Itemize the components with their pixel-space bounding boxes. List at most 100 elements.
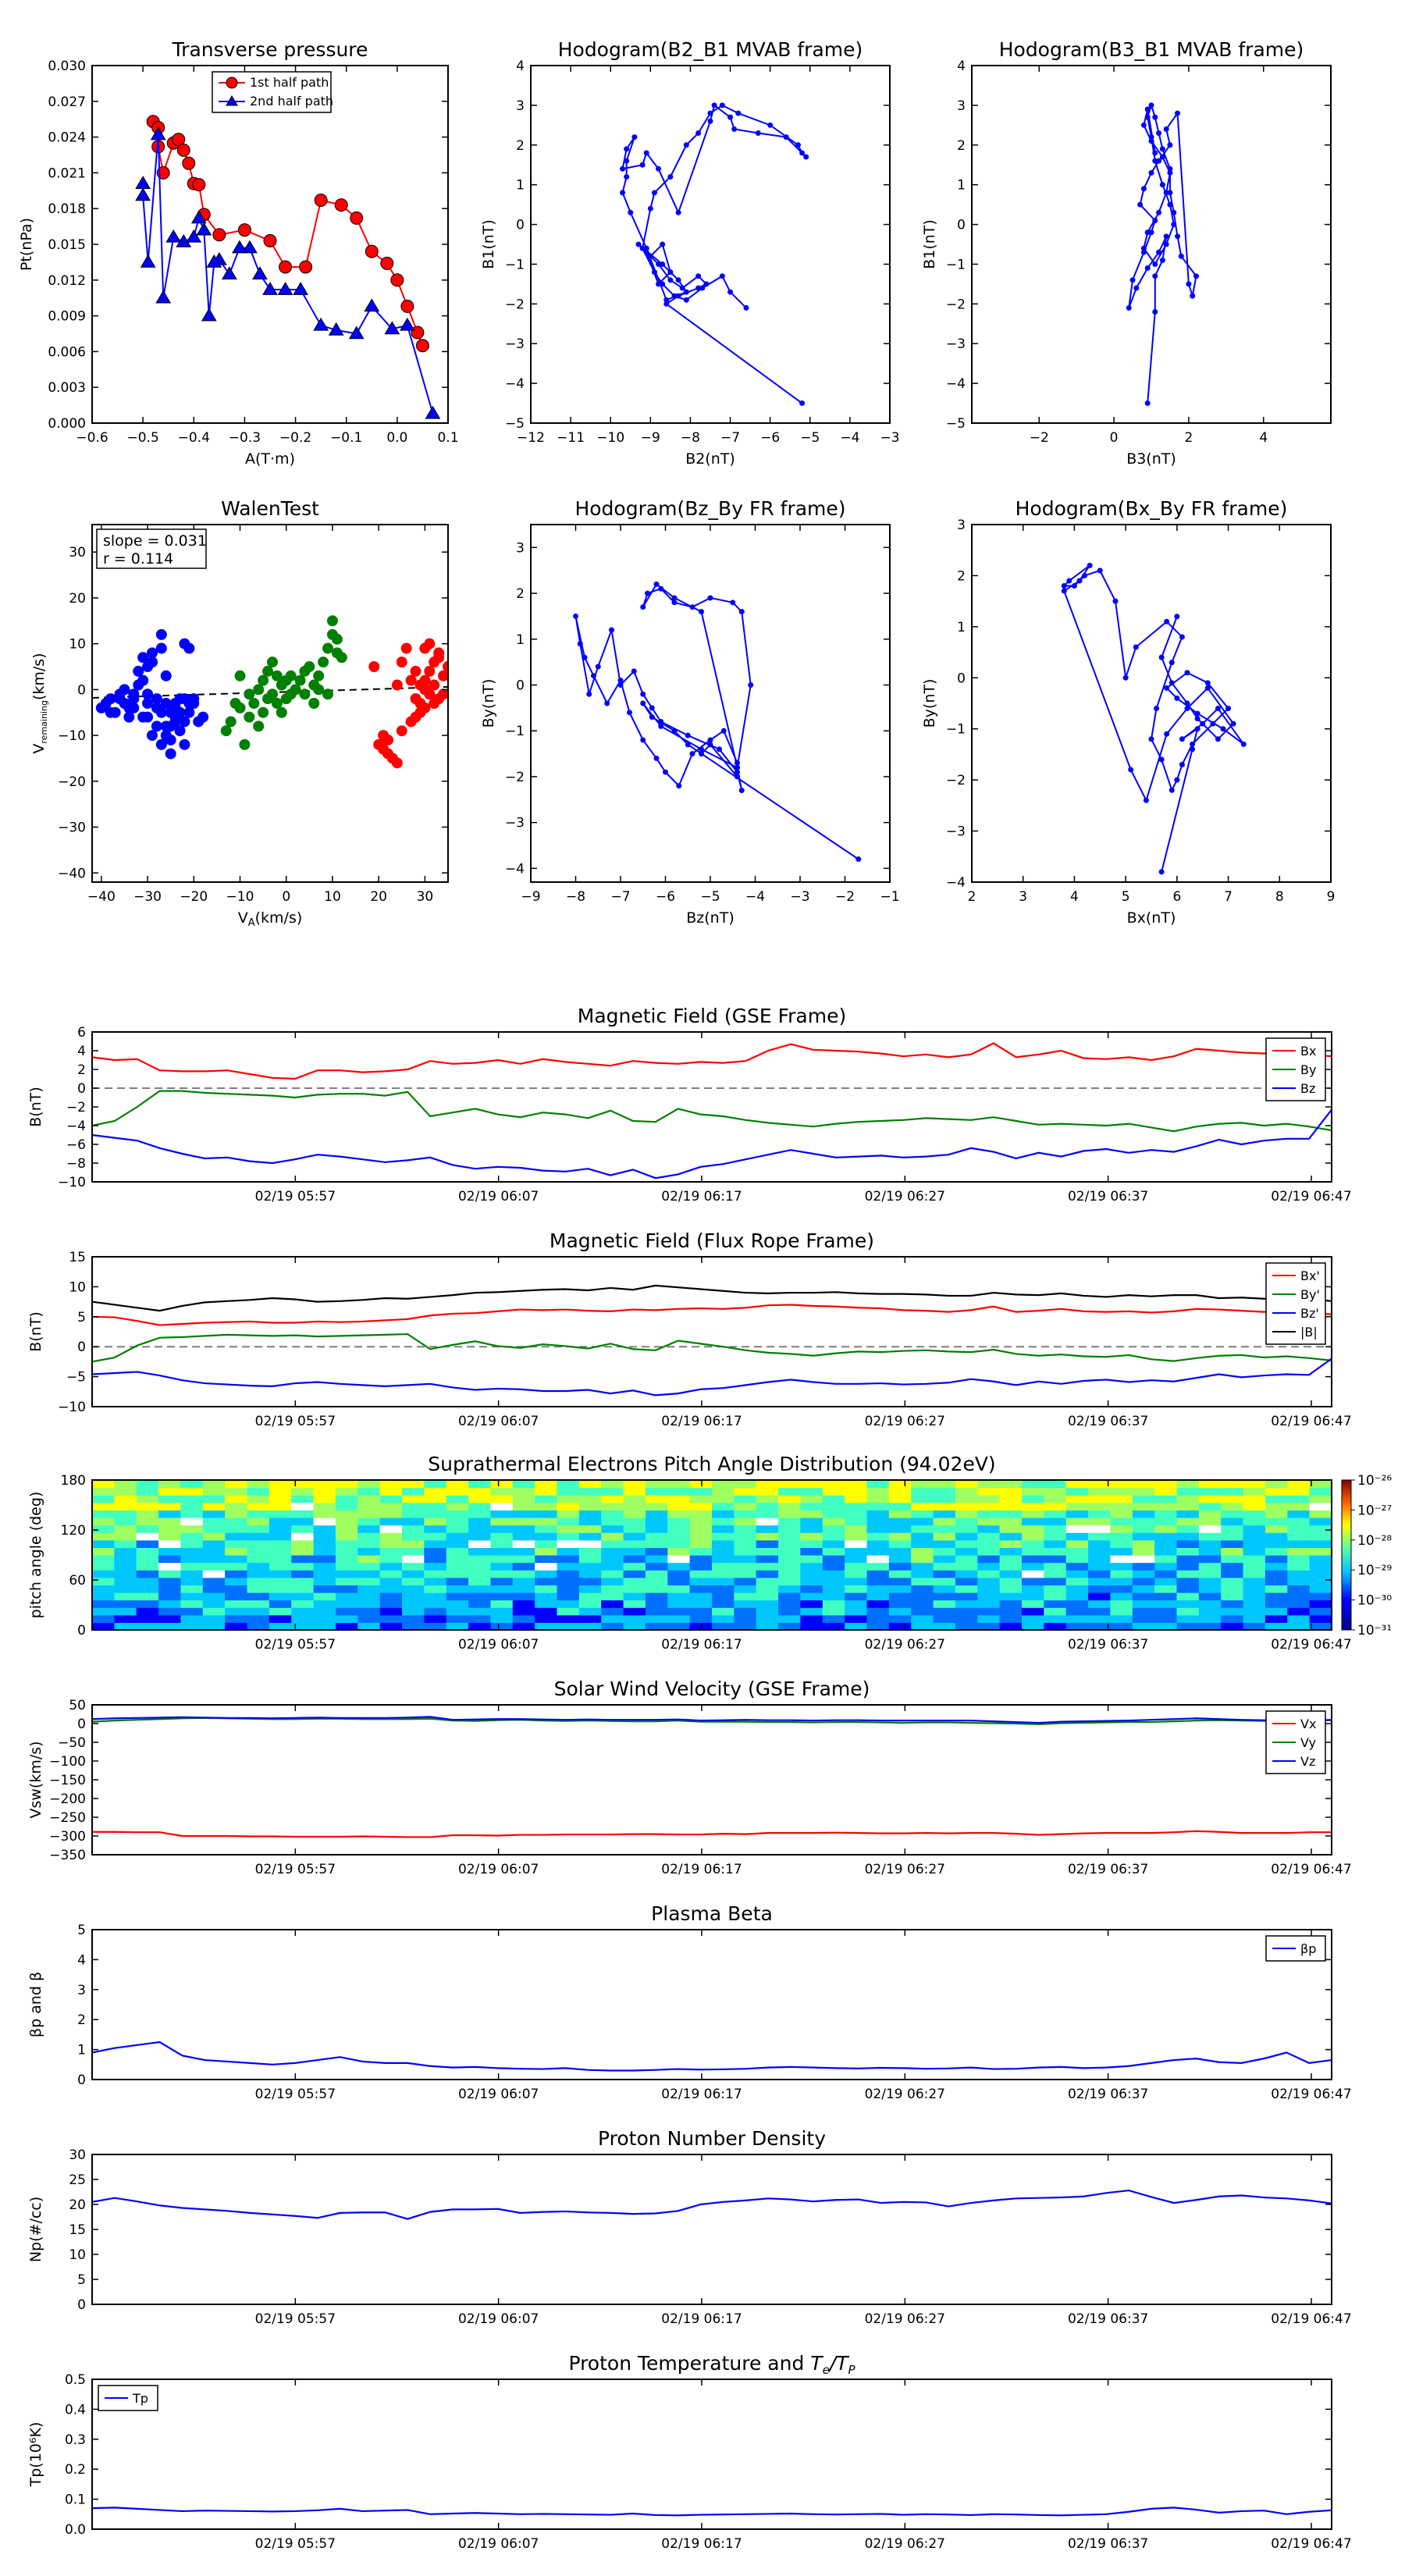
- heatmap-cell: [1065, 1532, 1089, 1541]
- heatmap-cell: [1309, 1614, 1332, 1623]
- point: [631, 134, 638, 141]
- heatmap-cell: [1044, 1555, 1067, 1564]
- heatmap-cell: [977, 1487, 1001, 1496]
- heatmap-cell: [977, 1592, 1001, 1601]
- heatmap-cell: [822, 1532, 845, 1541]
- legend-label: Bx': [1300, 1268, 1320, 1283]
- heatmap-cell: [955, 1495, 978, 1503]
- heatmap-cell: [335, 1622, 358, 1630]
- heatmap-cell: [1110, 1562, 1133, 1571]
- x-tick-label: 02/19 06:47: [1271, 2311, 1351, 2327]
- heatmap-cell: [1110, 1614, 1133, 1623]
- point: [582, 654, 588, 660]
- x-tick-label: −2: [1030, 430, 1049, 446]
- heatmap-cell: [379, 1607, 403, 1616]
- legend-label: 1st half path: [250, 75, 329, 90]
- heatmap-cell: [866, 1487, 890, 1496]
- heatmap-cell: [490, 1562, 514, 1571]
- legend-label: By': [1300, 1287, 1320, 1302]
- heatmap-cell: [1243, 1614, 1266, 1623]
- heatmap-cell: [601, 1592, 624, 1601]
- point: [314, 194, 328, 208]
- heatmap-cell: [1044, 1585, 1067, 1593]
- heatmap-cell: [578, 1592, 602, 1601]
- y-tick-label: −4: [946, 875, 966, 891]
- heatmap-cell: [512, 1577, 535, 1585]
- heatmap-cell: [490, 1622, 514, 1630]
- heatmap-cell: [888, 1607, 912, 1616]
- heatmap-cell: [92, 1599, 115, 1608]
- heatmap-cell: [1309, 1585, 1332, 1593]
- series-line-By': [92, 1332, 1332, 1363]
- heatmap-cell: [468, 1495, 492, 1503]
- heatmap-cell: [291, 1570, 315, 1578]
- heatmap-cell: [845, 1532, 868, 1541]
- point: [400, 642, 412, 654]
- heatmap-cell: [402, 1480, 425, 1489]
- heatmap-cell: [1176, 1592, 1200, 1601]
- heatmap-cell: [601, 1525, 624, 1533]
- heatmap-cell: [424, 1495, 447, 1503]
- x-tick-label: 6: [1172, 889, 1181, 905]
- heatmap-cell: [1287, 1532, 1311, 1541]
- heatmap-cell: [1309, 1517, 1332, 1526]
- panel-bfr: 02/19 05:57 02/19 06:07 02/19 06:17 02/19 0…: [27, 1229, 1352, 1429]
- point: [1174, 695, 1180, 701]
- heatmap-cell: [158, 1539, 182, 1548]
- heatmap-cell: [977, 1495, 1001, 1503]
- x-tick-label: 02/19 06:47: [1271, 2087, 1351, 2102]
- heatmap-cell: [158, 1577, 182, 1585]
- point: [855, 856, 862, 863]
- heatmap-cell: [158, 1562, 182, 1571]
- heatmap-cell: [601, 1577, 624, 1585]
- x-tick-label: −5: [700, 889, 720, 905]
- heatmap-cell: [933, 1532, 956, 1541]
- heatmap-cell: [601, 1510, 624, 1518]
- heatmap-cell: [202, 1607, 226, 1616]
- y-tick-label: 0.2: [65, 2462, 86, 2478]
- heatmap-cell: [535, 1539, 558, 1548]
- plot-area: [92, 1042, 1332, 1179]
- y-tick-label: 0.4: [65, 2402, 86, 2418]
- heatmap-cell: [335, 1510, 358, 1518]
- y-tick-label: 4: [957, 59, 966, 74]
- point: [703, 281, 710, 287]
- heatmap-cell: [756, 1539, 779, 1548]
- heatmap-cell: [1287, 1555, 1311, 1564]
- heatmap-cell: [446, 1480, 469, 1489]
- point: [1163, 233, 1169, 240]
- plot-frame: [91, 2379, 1332, 2530]
- x-axis-label: A(T·m): [245, 450, 295, 468]
- heatmap-cell: [1065, 1547, 1089, 1556]
- y-axis-label: B(nT): [27, 1087, 44, 1127]
- heatmap-cell: [225, 1502, 248, 1510]
- heatmap-cell: [1198, 1539, 1222, 1548]
- heatmap-cell: [977, 1585, 1001, 1593]
- point: [390, 273, 404, 287]
- heatmap-cell: [269, 1532, 292, 1541]
- heatmap-cell: [1154, 1525, 1178, 1533]
- point: [658, 723, 664, 729]
- heatmap-cell: [335, 1502, 358, 1510]
- plot-area: [1126, 102, 1199, 407]
- heatmap-cell: [446, 1532, 469, 1541]
- heatmap-cell: [866, 1570, 890, 1578]
- heatmap-cell: [114, 1487, 137, 1496]
- heatmap-cell: [557, 1495, 580, 1503]
- point: [244, 688, 255, 700]
- heatmap-cell: [778, 1532, 802, 1541]
- heatmap-cell: [379, 1539, 403, 1548]
- point: [635, 241, 642, 247]
- x-tick-label: 02/19 06:37: [1068, 2311, 1148, 2327]
- heatmap-cell: [1132, 1577, 1155, 1585]
- heatmap-cell: [1154, 1539, 1178, 1548]
- heatmap-cell: [357, 1599, 381, 1608]
- heatmap-cell: [645, 1510, 668, 1518]
- point: [142, 711, 154, 723]
- heatmap-cell: [578, 1510, 602, 1518]
- x-tick-label: 20: [370, 889, 387, 905]
- heatmap-cell: [1022, 1570, 1044, 1578]
- heatmap-cell: [933, 1562, 956, 1571]
- heatmap-cell: [446, 1607, 469, 1616]
- heatmap-cell: [202, 1599, 226, 1608]
